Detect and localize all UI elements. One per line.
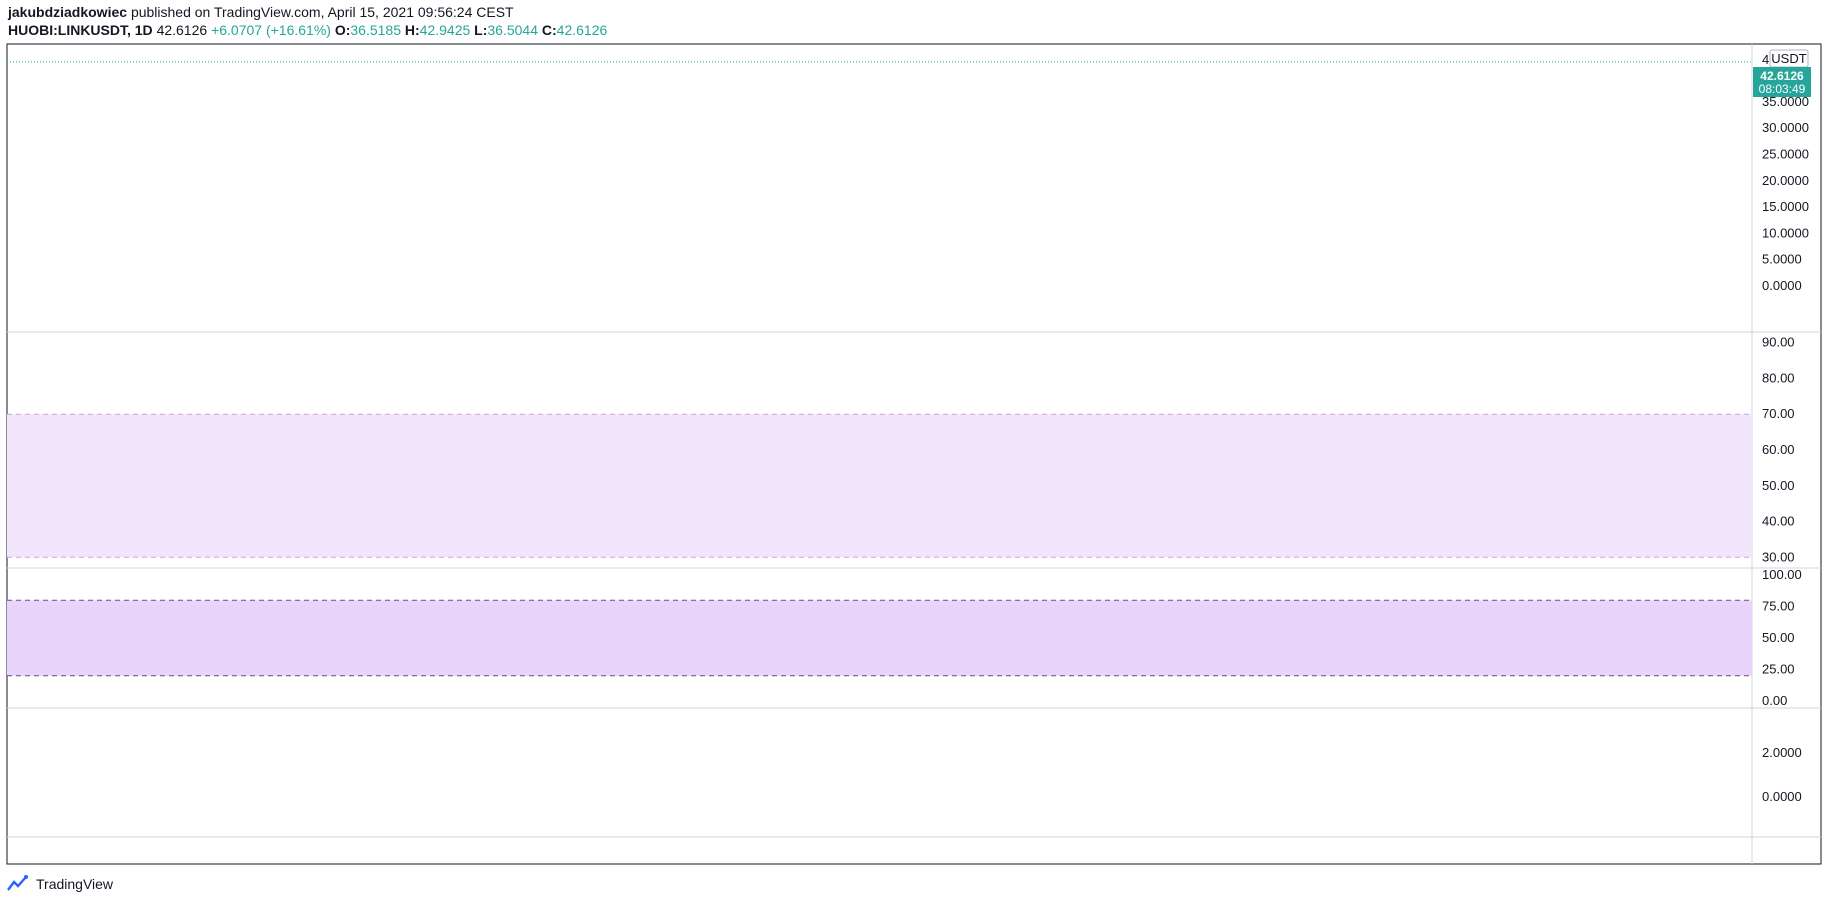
price-tick: 0.0000 — [1762, 278, 1802, 293]
rsi-tick: 50.00 — [1762, 478, 1795, 493]
stoch-tick: 50.00 — [1762, 630, 1795, 645]
stoch-tick: 25.00 — [1762, 662, 1795, 677]
currency-label: USDT — [1771, 51, 1806, 66]
brand-name: TradingView — [36, 876, 114, 892]
rsi-tick: 90.00 — [1762, 335, 1795, 350]
stoch-band — [7, 600, 1752, 676]
low-value: 36.5044 — [487, 22, 538, 38]
high-label: H: — [404, 22, 420, 38]
close-label: C: — [541, 22, 557, 38]
author-name[interactable]: jakubdziadkowiec — [8, 4, 128, 20]
bar-countdown: 08:03:49 — [1759, 82, 1806, 96]
high-value: 42.9425 — [419, 22, 471, 38]
price-tick: 30.0000 — [1762, 120, 1809, 135]
stoch-tick: 0.00 — [1762, 693, 1787, 708]
price-tick: 20.0000 — [1762, 173, 1809, 188]
rsi-tick: 60.00 — [1762, 442, 1795, 457]
macd-tick: 2.0000 — [1762, 745, 1802, 760]
tradingview-logo-icon — [7, 875, 28, 891]
low-label: L: — [474, 22, 488, 38]
footer-brand[interactable]: TradingView — [6, 873, 113, 895]
last-price-label: 42.6126 08:03:49 — [1753, 67, 1811, 97]
symbol-legend: HUOBI:LINKUSDT, 1D 42.6126 +6.0707 (+16.… — [8, 22, 607, 38]
rsi-pane[interactable] — [7, 343, 1828, 565]
price-pane[interactable] — [7, 61, 1828, 286]
rsi-tick: 30.00 — [1762, 549, 1795, 564]
last-price: 42.6126 — [156, 22, 208, 38]
stoch-tick: 100.00 — [1762, 567, 1802, 582]
last-price-value: 42.6126 — [1760, 69, 1804, 83]
price-tick: 35.0000 — [1762, 94, 1809, 109]
published-text: published on TradingView.com, April 15, … — [130, 4, 514, 20]
price-tick: 5.0000 — [1762, 252, 1802, 267]
axes: 35.0000 30.0000 25.0000 20.0000 15.0000 10.00… — [1762, 94, 1809, 804]
open-value: 36.5185 — [350, 22, 401, 38]
macd-tick: 0.0000 — [1762, 789, 1802, 804]
stoch-rsi-pane[interactable] — [7, 585, 1828, 691]
rsi-tick: 80.00 — [1762, 371, 1795, 386]
rsi-tick: 70.00 — [1762, 406, 1795, 421]
rsi-band — [7, 414, 1752, 558]
open-label: O: — [334, 22, 351, 38]
stoch-tick: 75.00 — [1762, 599, 1795, 614]
symbol-name[interactable]: HUOBI:LINKUSDT, 1D — [8, 22, 153, 38]
publish-info: jakubdziadkowiec published on TradingVie… — [8, 4, 514, 20]
rsi-tick: 40.00 — [1762, 514, 1795, 529]
close-value: 42.6126 — [556, 22, 608, 38]
currency-badge[interactable]: USDT — [1769, 49, 1809, 68]
price-tick: 15.0000 — [1762, 199, 1809, 214]
price-tick: 10.0000 — [1762, 225, 1809, 240]
price-tick-top: 4 — [1762, 52, 1769, 67]
price-change: +6.0707 (+16.61%) — [211, 22, 331, 38]
price-tick: 25.0000 — [1762, 147, 1809, 162]
